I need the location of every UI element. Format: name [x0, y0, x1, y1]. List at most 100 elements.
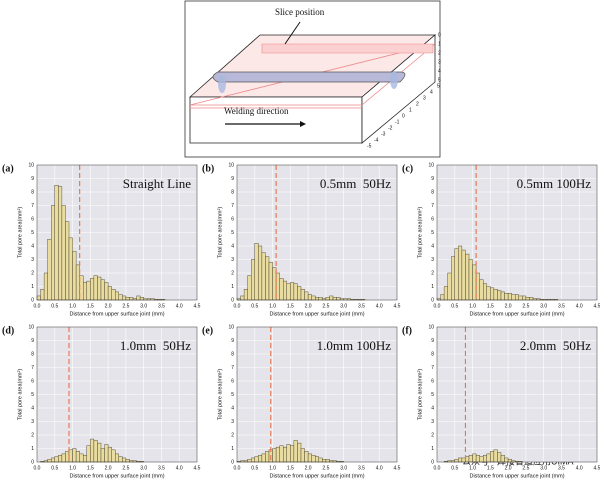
x-tick-label: 3.5 — [358, 303, 365, 309]
panel-label: (e) — [202, 325, 213, 336]
y-tick-label: 7 — [231, 203, 234, 209]
x-axis-label: Distance from upper surface joint (mm) — [269, 473, 364, 479]
bar — [304, 451, 309, 463]
x-tick-label: 1.0 — [469, 303, 476, 309]
panel-label: (c) — [402, 163, 413, 174]
weld-section — [218, 75, 226, 93]
bar — [507, 293, 512, 301]
scale-label: -5 — [367, 143, 372, 149]
y-tick-label: 1 — [431, 284, 434, 290]
histogram-panel: 0 1 2 3 4 5 6 7 8 9 10 0.0 0.5 1.0 1.5 2.0 2.5 3.0 3.5 4.0 4… — [2, 162, 201, 317]
bar — [68, 237, 73, 301]
bar — [279, 278, 284, 301]
bar — [122, 295, 127, 301]
scale-label: -1 — [395, 119, 400, 125]
y-tick-label: 8 — [31, 189, 34, 195]
bar — [311, 455, 316, 463]
bar — [97, 442, 102, 463]
y-tick-label: 6 — [231, 216, 234, 222]
bar — [490, 287, 495, 301]
scale-label: 4 — [438, 68, 441, 74]
bar — [500, 455, 505, 463]
bar — [443, 286, 448, 301]
y-tick-label: 1 — [431, 446, 434, 452]
bar — [86, 445, 91, 463]
bar — [272, 448, 277, 463]
x-tick-label: 2.0 — [305, 303, 312, 309]
x-tick-label: 2.5 — [122, 465, 129, 471]
x-tick-label: 2.0 — [505, 303, 512, 309]
bar — [440, 294, 445, 301]
x-tick-label: 4.0 — [176, 303, 183, 309]
bar — [297, 442, 302, 463]
x-tick-label: 1.5 — [287, 303, 294, 309]
y-axis-label: Total pore area(mm²) — [217, 207, 223, 259]
scale-label: 3 — [423, 95, 426, 101]
y-tick-label: 10 — [228, 324, 234, 330]
bar — [279, 445, 284, 463]
y-tick-label: 7 — [31, 203, 34, 209]
direction-label: Welding direction — [224, 106, 289, 116]
bar — [325, 459, 330, 463]
histogram-panel: 0 1 2 3 4 5 6 7 8 9 10 0.0 0.5 1.0 1.5 2.0 2.5 3.0 3.5 4.0 4… — [202, 162, 401, 317]
bar — [325, 297, 330, 301]
bar — [72, 251, 77, 301]
y-tick-label: 7 — [31, 365, 34, 371]
y-tick-label: 1 — [31, 446, 34, 452]
bar — [247, 275, 252, 301]
bar — [36, 295, 41, 301]
bar — [47, 459, 52, 463]
y-tick-label: 2 — [231, 270, 234, 276]
y-tick-label: 7 — [231, 365, 234, 371]
y-tick-label: 9 — [231, 338, 234, 344]
y-tick-label: 6 — [431, 378, 434, 384]
bar — [468, 259, 473, 301]
y-tick-label: 6 — [431, 216, 434, 222]
y-tick-label: 10 — [428, 324, 434, 330]
bar — [111, 449, 116, 463]
bar — [251, 259, 255, 301]
bar — [490, 451, 495, 463]
weld-bead — [212, 71, 406, 83]
bar — [286, 444, 291, 463]
x-tick-label: 4.5 — [394, 465, 401, 471]
y-tick-label: 5 — [231, 392, 234, 398]
bar — [104, 282, 109, 301]
y-tick-label: 9 — [431, 176, 434, 182]
bar — [483, 455, 487, 463]
bar — [40, 289, 45, 301]
x-tick-label: 4.0 — [376, 303, 383, 309]
y-tick-label: 5 — [431, 392, 434, 398]
bar — [115, 291, 119, 301]
y-tick-label: 6 — [31, 216, 34, 222]
y-tick-label: 3 — [431, 419, 434, 425]
y-tick-label: 10 — [28, 324, 34, 330]
scale-label: 5 — [438, 77, 441, 83]
x-tick-label: 3.5 — [558, 303, 565, 309]
x-tick-label: 0.0 — [34, 303, 41, 309]
bar — [300, 289, 305, 301]
plot-frame — [436, 326, 598, 463]
scale-label: -2 — [388, 125, 393, 131]
plate-front — [189, 96, 363, 144]
x-tick-label: 0.0 — [234, 303, 241, 309]
x-tick-label: 1.0 — [69, 465, 76, 471]
scale-label: 3 — [438, 59, 441, 65]
bar — [307, 294, 312, 301]
scale-label: 5 — [437, 83, 440, 89]
x-axis-label: Distance from upper surface joint (mm) — [469, 473, 564, 479]
arrow-head — [300, 121, 306, 127]
x-tick-label: 0.0 — [434, 465, 441, 471]
y-tick-label: 4 — [231, 243, 234, 249]
x-tick-label: 4.0 — [576, 303, 583, 309]
histogram-panel: 0 1 2 3 4 5 6 7 8 9 10 0.0 0.5 1.0 1.5 2.0 2.5 3.0 3.5 4.0 4… — [402, 162, 600, 317]
annotation: 0.5mm 50Hz — [320, 176, 391, 191]
y-axis-label: Total pore area(mm²) — [217, 369, 223, 421]
bar — [251, 457, 255, 463]
x-tick-label: 2.0 — [305, 465, 312, 471]
y-tick-label: 0 — [231, 297, 234, 303]
x-tick-label: 0.5 — [51, 303, 58, 309]
bar — [493, 289, 498, 301]
bar — [329, 295, 334, 301]
